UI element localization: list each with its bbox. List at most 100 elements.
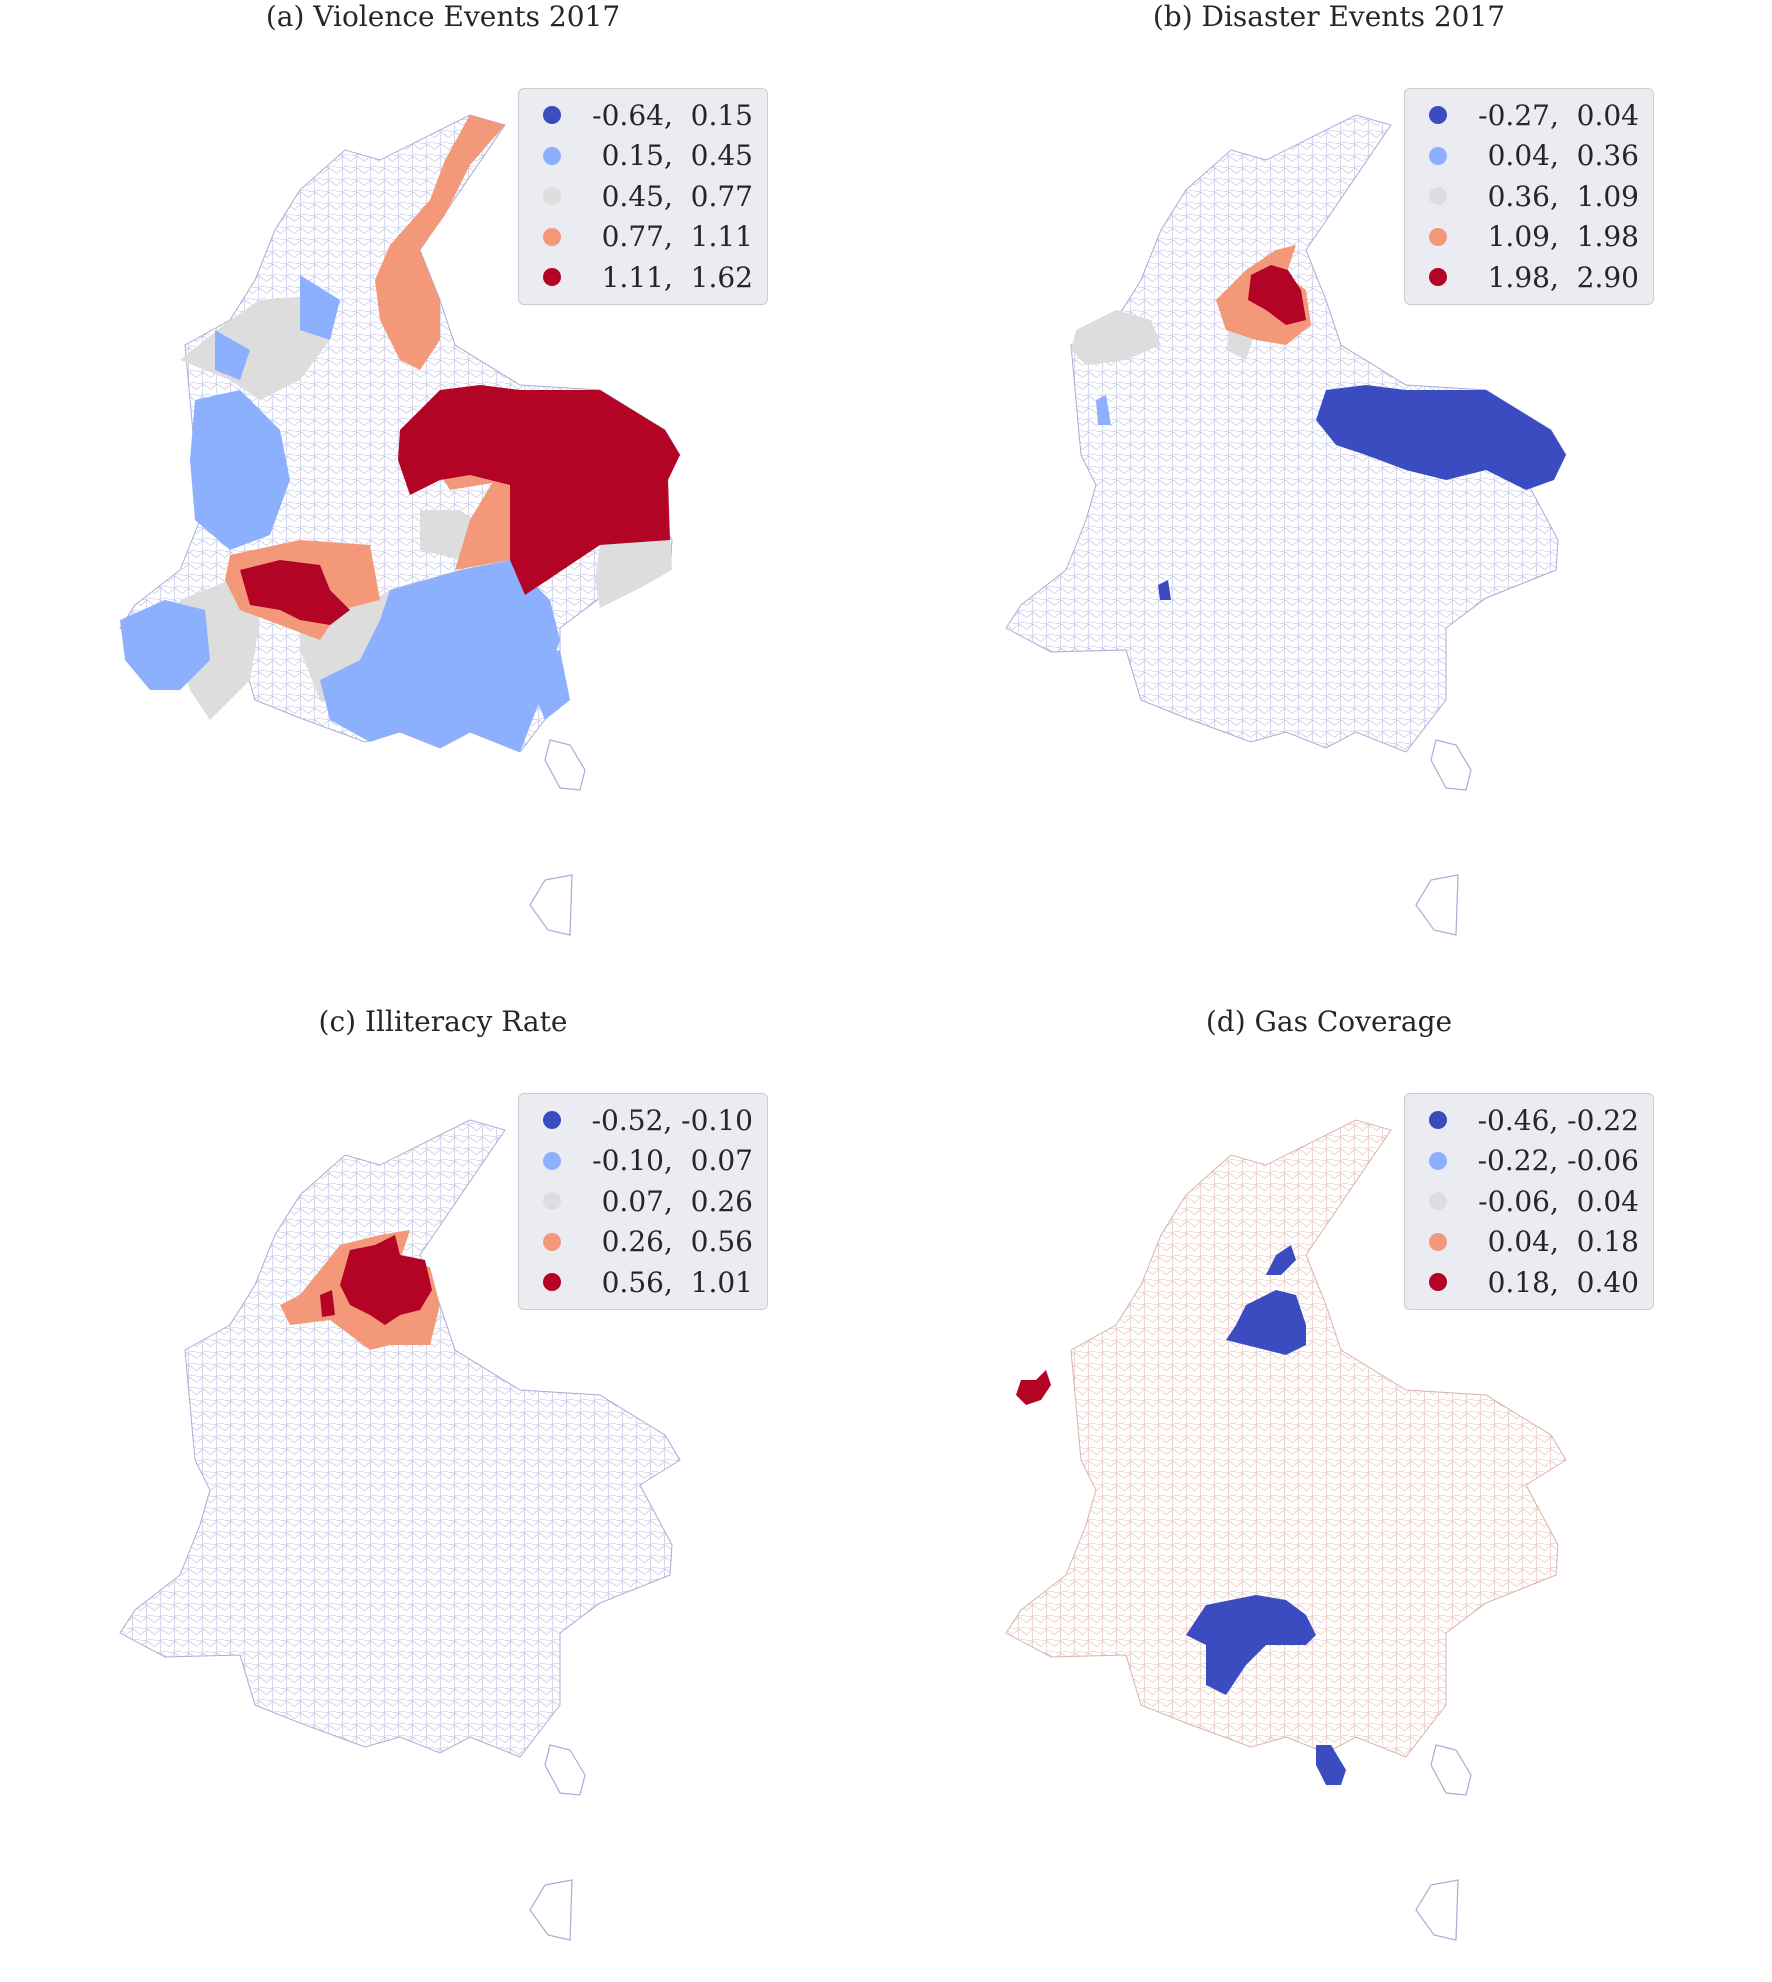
legend-item: 0.04, 0.36 (1429, 136, 1639, 177)
legend-marker (1429, 187, 1447, 206)
legend-item: 0.07, 0.26 (543, 1181, 753, 1222)
legend-label: 0.56, 1.01 (601, 1265, 753, 1299)
legend-item: -0.06, 0.04 (1429, 1181, 1639, 1222)
choropleth-map (1005, 114, 1567, 936)
legend-marker (543, 146, 561, 165)
legend-item: 0.18, 0.40 (1429, 1262, 1639, 1303)
legend-label: -0.27, 0.04 (1478, 98, 1639, 132)
legend-label: 1.09, 1.98 (1487, 220, 1639, 254)
legend-marker (1429, 1151, 1447, 1170)
legend-marker (543, 106, 561, 125)
region-class2 (120, 600, 210, 690)
legend-marker (1429, 106, 1447, 125)
legend-label: 0.15, 0.45 (601, 139, 753, 173)
country-outline (119, 1119, 681, 1758)
legend-label: -0.10, 0.07 (592, 1144, 753, 1178)
legend-item: 0.45, 0.77 (543, 176, 753, 217)
legend-marker (543, 1192, 561, 1211)
island-outline (529, 1879, 573, 1941)
region-class3 (180, 295, 330, 400)
region-class4 (455, 470, 510, 570)
legend-marker (1429, 1232, 1447, 1251)
legend: -0.46, -0.22 -0.22, -0.06 -0.06, 0.04 0.… (1404, 1093, 1654, 1310)
panel-title: (c) Illiteracy Rate (318, 1005, 568, 1038)
region-class5 (240, 560, 350, 625)
region-class1 (1316, 1745, 1346, 1785)
legend-marker (543, 187, 561, 206)
island-outline (1430, 1744, 1472, 1796)
legend: -0.52, -0.10 -0.10, 0.07 0.07, 0.26 0.26… (518, 1093, 768, 1310)
legend-marker (1429, 227, 1447, 246)
panel-disaster-events: (b) Disaster Events 2017 -0.27, 0.04 0.0… (886, 0, 1772, 977)
region-class5 (398, 385, 680, 595)
legend-marker (543, 1273, 561, 1292)
legend-label: 0.26, 0.56 (601, 1225, 753, 1259)
legend-label: 1.98, 2.90 (1487, 260, 1639, 294)
island-outline (544, 1744, 586, 1796)
legend-item: 1.09, 1.98 (1429, 217, 1639, 258)
legend-item: -0.10, 0.07 (543, 1141, 753, 1182)
region-class4 (375, 115, 505, 370)
legend-marker (543, 1232, 561, 1251)
legend-marker (1429, 1273, 1447, 1292)
legend-item: 0.26, 0.56 (543, 1222, 753, 1263)
legend-marker (1429, 1192, 1447, 1211)
region-class2 (320, 560, 560, 752)
region-class2 (520, 650, 570, 720)
legend-item: -0.22, -0.06 (1429, 1141, 1639, 1182)
legend-marker (1429, 146, 1447, 165)
country-outline (1005, 114, 1567, 753)
legend-item: 0.36, 1.09 (1429, 176, 1639, 217)
legend-item: -0.52, -0.10 (543, 1100, 753, 1141)
island-outline (1415, 1879, 1459, 1941)
region-class2 (1096, 395, 1111, 425)
legend-label: 0.45, 0.77 (601, 179, 753, 213)
legend-label: 1.11, 1.62 (601, 260, 753, 294)
region-class5 (340, 1235, 432, 1325)
region-class1 (1266, 1245, 1296, 1275)
region-class1 (1158, 580, 1171, 600)
legend-marker (543, 268, 561, 287)
region-class1 (1186, 1595, 1316, 1695)
panel-title: (a) Violence Events 2017 (265, 0, 621, 33)
legend-marker (543, 227, 561, 246)
legend-item: 1.98, 2.90 (1429, 257, 1639, 298)
legend-label: 0.77, 1.11 (601, 220, 753, 254)
legend-label: 0.36, 1.09 (1487, 179, 1639, 213)
legend-label: 0.04, 0.36 (1487, 139, 1639, 173)
region-class5 (320, 1290, 335, 1317)
legend-item: -0.27, 0.04 (1429, 95, 1639, 136)
island-outline (1415, 874, 1459, 936)
legend-item: -0.64, 0.15 (543, 95, 753, 136)
region-class2 (190, 390, 290, 550)
legend-label: -0.22, -0.06 (1477, 1144, 1639, 1178)
legend: -0.27, 0.04 0.04, 0.36 0.36, 1.09 1.09, … (1404, 88, 1654, 305)
panel-illiteracy-rate: (c) Illiteracy Rate -0.52, -0.10 -0.10, … (0, 1005, 886, 1982)
region-class5 (1248, 265, 1306, 325)
region-class1 (1226, 1290, 1306, 1355)
legend-item: 1.11, 1.62 (543, 257, 753, 298)
island-outline (529, 874, 573, 936)
region-class5 (1016, 1370, 1051, 1405)
legend-label: -0.52, -0.10 (591, 1103, 753, 1137)
panel-title: (b) Disaster Events 2017 (1152, 0, 1506, 33)
legend-label: 0.18, 0.40 (1487, 1265, 1639, 1299)
legend-item: 0.04, 0.18 (1429, 1222, 1639, 1263)
choropleth-map (1005, 1119, 1567, 1941)
panel-title: (d) Gas Coverage (1205, 1005, 1453, 1038)
choropleth-map (119, 1119, 681, 1941)
panel-gas-coverage: (d) Gas Coverage -0.46, -0.22 -0.22, -0.… (886, 1005, 1772, 1982)
choropleth-map (119, 114, 681, 936)
legend-label: 0.07, 0.26 (601, 1184, 753, 1218)
legend-item: 0.77, 1.11 (543, 217, 753, 258)
legend-marker (1429, 268, 1447, 287)
region-class3 (1071, 310, 1161, 365)
legend-marker (543, 1111, 561, 1130)
legend-item: 0.56, 1.01 (543, 1262, 753, 1303)
region-class2 (215, 330, 250, 380)
island-outline (544, 739, 586, 791)
legend-marker (1429, 1111, 1447, 1130)
panel-violence-events: (a) Violence Events 2017 -0.64, 0.15 0.1… (0, 0, 886, 977)
legend-label: -0.64, 0.15 (592, 98, 753, 132)
legend-item: 0.15, 0.45 (543, 136, 753, 177)
